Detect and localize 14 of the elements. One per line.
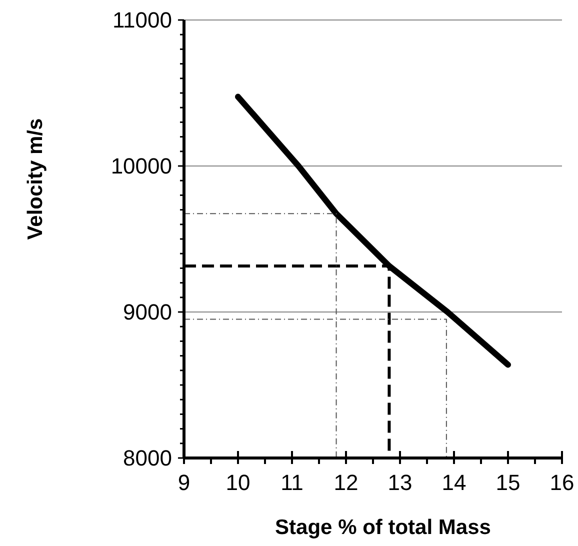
x-tick-label: 15 [496,470,520,495]
x-tick-label: 13 [388,470,412,495]
y-tick-label: 11000 [112,8,172,33]
x-tick-label: 9 [178,470,190,495]
y-tick-label: 10000 [110,154,172,179]
x-tick-label: 16 [550,470,574,495]
x-tick-label: 14 [442,470,466,495]
y-tick-label: 9000 [123,300,172,325]
x-axis-title: Stage % of total Mass [275,516,491,539]
y-tick-label: 8000 [123,446,172,471]
x-tick-label: 11 [280,470,304,495]
x-tick-label: 10 [226,470,250,495]
x-tick-label: 12 [334,470,358,495]
y-axis-title: Velocity m/s [24,118,47,240]
